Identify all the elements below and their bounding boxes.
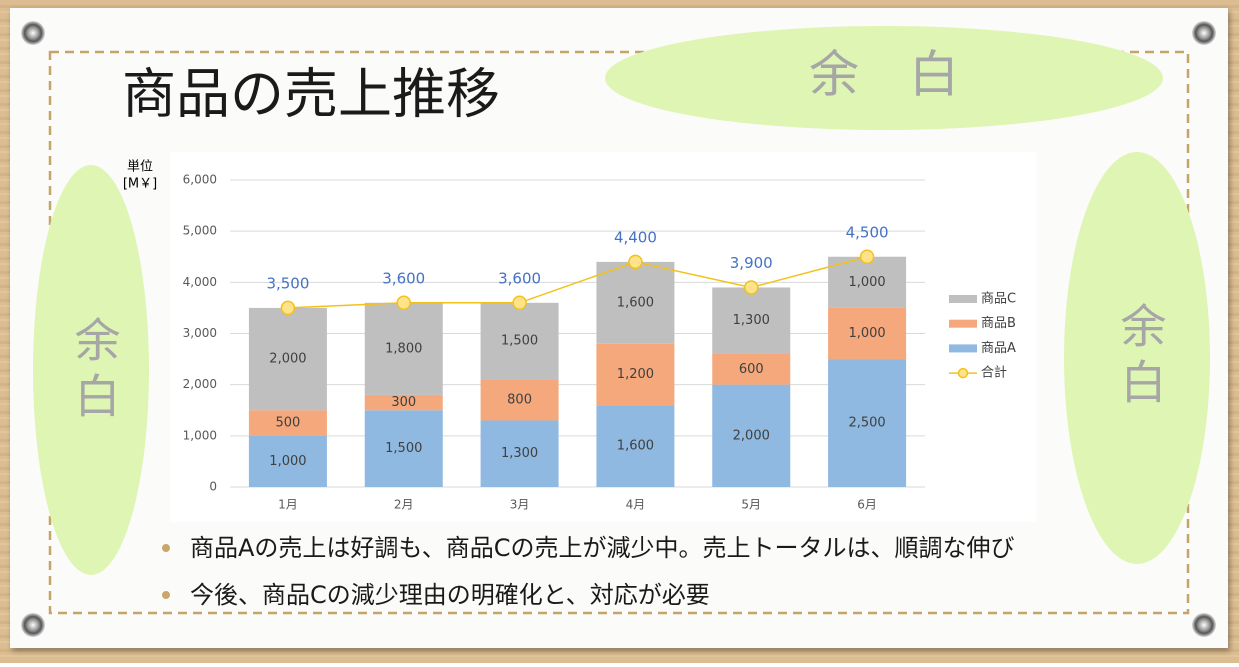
total-label: 3,900 [730, 254, 773, 272]
y-axis-label: 単位 [127, 159, 153, 175]
margin-label: 余 白 [809, 46, 959, 104]
x-tick-label: 2月 [394, 498, 414, 512]
legend-label: 商品C [981, 292, 1016, 307]
data-label: 2,000 [269, 352, 306, 367]
bar-segment [248, 410, 327, 436]
data-label: 1,600 [617, 295, 654, 310]
x-tick-label: 4月 [626, 498, 646, 512]
bar-segment [596, 405, 675, 487]
bullet-dot [162, 591, 170, 599]
data-label: 600 [739, 362, 764, 377]
data-label: 1,800 [385, 341, 422, 356]
bar-segment [828, 307, 907, 360]
total-label: 3,500 [266, 274, 309, 292]
total-label: 4,400 [614, 228, 657, 246]
data-label: 1,500 [385, 441, 422, 456]
pins [21, 21, 1216, 637]
total-marker [396, 295, 411, 311]
data-label: 1,000 [269, 454, 306, 469]
y-tick-label: 3,000 [183, 326, 217, 340]
margin-ellipse [1064, 152, 1210, 564]
data-label: 1,300 [733, 313, 770, 328]
data-label: 2,000 [733, 428, 770, 443]
legend-label: 合計 [981, 365, 1007, 381]
y-tick-label: 4,000 [183, 275, 217, 289]
y-axis-label: [M￥] [123, 177, 157, 192]
legend-label: 商品B [981, 316, 1016, 331]
margin-label: 余白 [68, 316, 122, 428]
total-marker [628, 254, 643, 270]
data-label: 300 [391, 395, 416, 410]
legend-label: 商品A [981, 341, 1016, 356]
data-label: 1,000 [848, 326, 885, 341]
total-label: 4,500 [846, 223, 889, 241]
bar-segment [480, 379, 559, 421]
data-label: 800 [507, 393, 532, 408]
total-line [287, 256, 868, 309]
bullet-text: 商品Aの売上は好調も、商品Cの売上が減少中。売上トータルは、順調な伸び [190, 534, 1014, 562]
legend-swatch [957, 367, 969, 379]
y-tick-label: 2,000 [183, 377, 217, 391]
bar-segment [828, 359, 907, 487]
bar-segment [480, 302, 559, 380]
x-tick-label: 5月 [741, 498, 761, 512]
slide-title: 商品の売上推移 [122, 63, 500, 126]
legend-swatch [949, 344, 977, 353]
margin-ellipse [33, 165, 149, 575]
data-label: 1,300 [501, 446, 538, 461]
data-label: 1,500 [501, 334, 538, 349]
total-marker [512, 295, 527, 311]
legend-swatch [949, 295, 977, 303]
bar-segment [596, 261, 675, 344]
y-tick-label: 1,000 [183, 428, 217, 442]
total-label: 3,600 [498, 269, 541, 287]
y-tick-label: 6,000 [183, 173, 217, 187]
bar-segment [364, 302, 443, 395]
total-marker [744, 280, 759, 295]
x-tick-label: 3月 [510, 498, 530, 512]
margin-label: 余白 [1114, 302, 1168, 414]
bar-segment [712, 287, 791, 354]
data-label: 1,000 [848, 275, 885, 290]
total-marker [280, 300, 296, 316]
bar-segment [712, 353, 791, 385]
y-tick-label: 0 [209, 480, 217, 494]
bullet-dot [162, 544, 170, 552]
data-label: 1,600 [617, 439, 654, 454]
y-tick-label: 5,000 [183, 224, 217, 238]
bar-segment [248, 307, 327, 411]
data-label: 1,200 [617, 367, 654, 382]
bar-segment [364, 394, 443, 411]
margin-ellipse [605, 26, 1163, 130]
bar-segment [248, 435, 327, 487]
legend-swatch [949, 319, 977, 328]
bar-segment [596, 343, 675, 406]
total-label: 3,600 [382, 269, 425, 287]
bullet-text: 今後、商品Cの減少理由の明確化と、対応が必要 [190, 581, 710, 609]
x-tick-label: 1月 [278, 498, 298, 512]
data-label: 2,500 [848, 416, 885, 431]
bar-segment [480, 420, 559, 487]
bar-segment [712, 384, 791, 487]
bar-segment [828, 256, 907, 308]
x-tick-label: 6月 [857, 498, 877, 512]
data-label: 500 [276, 416, 301, 431]
total-marker [859, 249, 875, 264]
bar-segment [364, 410, 443, 487]
